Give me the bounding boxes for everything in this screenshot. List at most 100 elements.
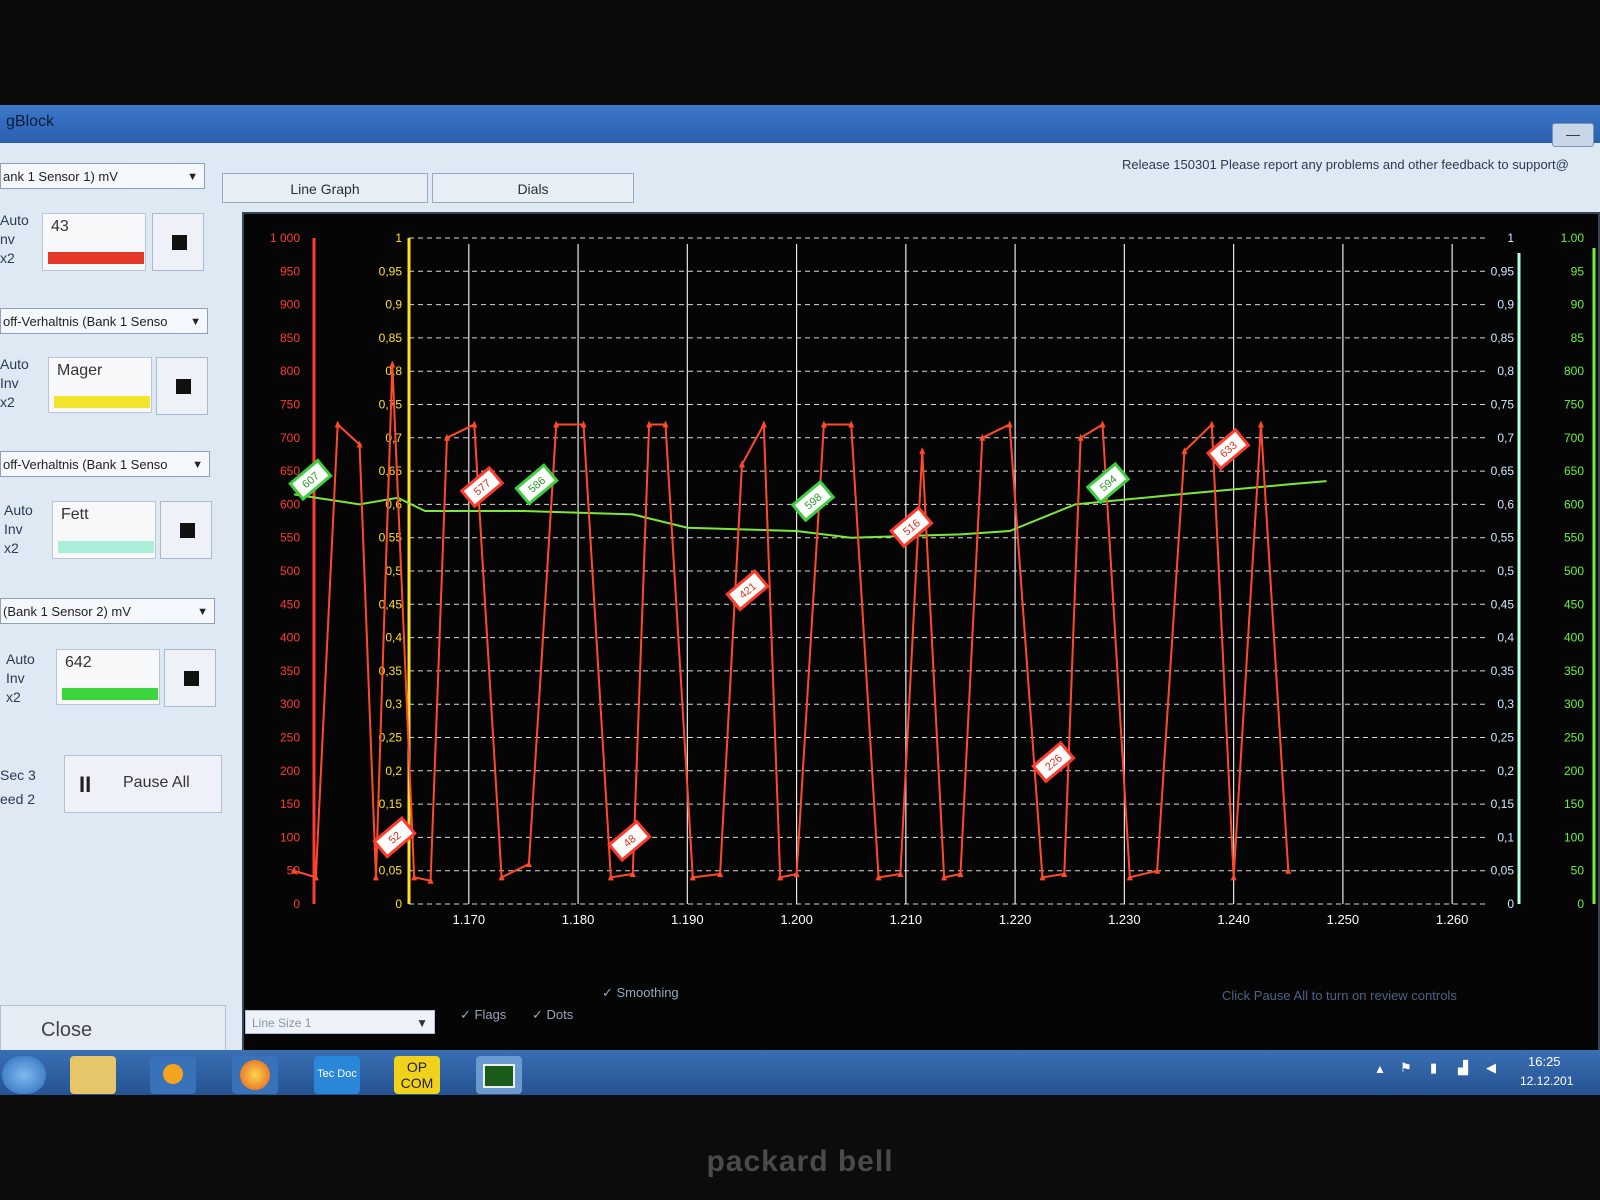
x-tick-label: 1.240 [1217,912,1250,927]
channel-4-stop-button[interactable] [164,649,216,707]
right-tick-label-ratio: 0,35 [1491,664,1515,678]
sensor-1-point [580,420,587,428]
channel-1-select[interactable]: ank 1 Sensor 1) mV ▼ [0,163,205,189]
sec-setting[interactable]: Sec 3 [0,767,36,783]
graph-app-icon[interactable] [476,1056,522,1094]
inv-option[interactable]: Inv [6,670,25,686]
y-tick-label-ratio: 0,25 [379,731,403,745]
opcom-icon[interactable]: OP COM [394,1056,440,1094]
channel-3-select[interactable]: off-Verhaltnis (Bank 1 Senso ▼ [0,451,210,477]
auto-option[interactable]: Auto [0,212,29,228]
channel-2-options[interactable]: Auto Inv x2 [0,355,29,412]
smoothing-checkbox[interactable]: ✓ Smoothing [602,985,679,1000]
right-tick-label-ratio: 0,9 [1497,298,1514,312]
inv-option[interactable]: Inv [0,375,19,391]
start-icon[interactable] [2,1056,46,1094]
firefox-icon[interactable] [232,1056,278,1094]
clock-date[interactable]: 12.12.201 [1520,1074,1574,1088]
right-tick-label-mv: 200 [1564,764,1584,778]
tab-line-graph-label: Line Graph [290,181,360,197]
close-button[interactable]: Close [0,1005,226,1050]
auto-option[interactable]: Auto [6,651,35,667]
x-tick-label: 1.220 [999,912,1032,927]
x-tick-label: 1.260 [1436,912,1469,927]
tab-line-graph[interactable]: Line Graph [222,173,428,203]
flags-checkbox[interactable]: ✓ Flags [460,1007,507,1022]
monitor-bezel-top [0,0,1600,105]
channel-4-select[interactable]: (Bank 1 Sensor 2) mV ▼ [0,598,215,624]
y-tick-label-mv: 300 [280,697,300,711]
y-tick-label-mv: 100 [280,830,300,844]
y-tick-label-mv: 500 [280,564,300,578]
sensor-1-point [1077,433,1084,441]
pause-all-label: Pause All [123,774,190,791]
channel-2-stop-button[interactable] [156,357,208,415]
inv-option[interactable]: nv [0,231,15,247]
media-player-icon[interactable] [150,1056,196,1094]
y-tick-label-ratio: 0,55 [379,531,403,545]
folder-icon[interactable] [70,1056,116,1094]
tab-dials[interactable]: Dials [432,173,634,203]
show-hidden-icons-icon[interactable]: ▲ [1374,1062,1386,1076]
sensor-1-point [443,433,450,441]
y-tick-label-mv: 200 [280,764,300,778]
data-label: 586 [514,463,559,506]
sensor-1-point [471,420,478,428]
pause-all-button[interactable]: II Pause All [64,755,222,813]
dots-checkbox[interactable]: ✓ Dots [532,1007,574,1022]
line-graph-area[interactable]: 1 000 1 1 1.00 950 0,95 0,95 95 900 0,9 0,9 90 850 0,… [242,212,1600,1050]
data-label: 421 [725,568,770,612]
channel-4-options[interactable]: Auto Inv x2 [6,650,35,707]
y-tick-label-ratio: 0,05 [379,864,403,878]
data-label: 516 [888,505,934,549]
volume-icon[interactable]: ◀ [1486,1060,1496,1075]
minimize-button[interactable]: — [1552,123,1594,147]
clock-time[interactable]: 16:25 [1528,1054,1561,1069]
right-tick-label-mv: 250 [1564,731,1584,745]
right-tick-label-ratio: 0,7 [1497,431,1514,445]
speed-setting[interactable]: eed 2 [0,791,36,807]
x2-option[interactable]: x2 [6,689,21,705]
x2-option[interactable]: x2 [4,540,19,556]
stop-icon [176,379,191,394]
sensor-1-point [312,873,319,881]
right-tick-label-ratio: 1 [1507,231,1514,245]
y-tick-label-ratio: 0,65 [379,464,403,478]
right-tick-label-ratio: 0,25 [1491,731,1515,745]
auto-option[interactable]: Auto [4,502,33,518]
channel-3-stop-button[interactable] [160,501,212,559]
tecdoc-icon[interactable]: Tec Doc [314,1056,360,1094]
flag-icon[interactable]: ⚑ [1400,1060,1412,1075]
channel-2-color-bar [54,396,150,408]
right-tick-label-mv: 500 [1564,564,1584,578]
x2-option[interactable]: x2 [0,394,15,410]
y-tick-label-mv: 450 [280,597,300,611]
network-icon[interactable]: ▟ [1458,1060,1468,1075]
data-label: 577 [459,465,505,509]
x2-option[interactable]: x2 [0,250,15,266]
right-tick-label-ratio: 0,15 [1491,797,1515,811]
channel-2-select[interactable]: off-Verhaltnis (Bank 1 Senso ▼ [0,308,208,334]
channel-1-stop-button[interactable] [152,213,204,271]
y-tick-label-ratio: 0 [395,897,402,911]
battery-icon[interactable]: ▮ [1430,1060,1438,1075]
data-label: 633 [1205,427,1251,471]
right-tick-label-ratio: 0,1 [1497,830,1514,844]
data-label-box [888,505,934,549]
y-tick-label-mv: 800 [280,364,300,378]
sensor-1-point [629,870,636,878]
review-hint: Click Pause All to turn on review contro… [1222,988,1457,1003]
channel-2-select-label: off-Verhaltnis (Bank 1 Senso [3,314,168,329]
right-tick-label-ratio: 0,65 [1491,464,1515,478]
y-tick-label-ratio: 0,3 [385,697,402,711]
inv-option[interactable]: Inv [4,521,23,537]
channel-3-options[interactable]: Auto Inv x2 [4,501,33,558]
data-label: 598 [790,479,836,523]
sensor-1-point [919,447,926,455]
sensor-1-point [1039,873,1046,881]
sensor-1-point [941,873,948,881]
auto-option[interactable]: Auto [0,356,29,372]
line-size-select[interactable]: Line Size 1 ▼ [245,1010,435,1034]
channel-1-options[interactable]: Auto nv x2 [0,211,29,268]
y-tick-label-ratio: 0,4 [385,631,402,645]
